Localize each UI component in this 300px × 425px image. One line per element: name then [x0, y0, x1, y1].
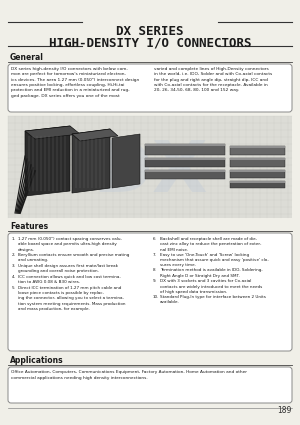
Bar	[230, 158, 285, 160]
Polygon shape	[112, 134, 140, 188]
Text: DX series high-density I/O connectors with below com-
mon are perfect for tomorr: DX series high-density I/O connectors wi…	[11, 67, 139, 98]
Text: 2.: 2.	[12, 252, 16, 257]
Bar	[230, 170, 285, 178]
Text: 5.: 5.	[12, 286, 16, 289]
Polygon shape	[25, 126, 80, 139]
Text: Direct ICC termination of 1.27 mm pitch cable and
loose piece contacts is possib: Direct ICC termination of 1.27 mm pitch …	[18, 286, 125, 311]
Text: Features: Features	[10, 222, 48, 231]
Text: 7.: 7.	[153, 252, 157, 257]
Text: Office Automation, Computers, Communications Equipment, Factory Automation, Home: Office Automation, Computers, Communicat…	[11, 370, 247, 380]
Text: Beryllium contacts ensure smooth and precise mating
and unmating.: Beryllium contacts ensure smooth and pre…	[18, 252, 129, 262]
Text: DX: DX	[92, 138, 208, 207]
Text: Unique shell design assures first mate/last break
grounding and overall noise pr: Unique shell design assures first mate/l…	[18, 264, 118, 273]
Bar	[8, 116, 292, 218]
Bar	[230, 181, 285, 188]
Text: DX with 3 sockets and 3 cavities for Co-axial
contacts are widely introduced to : DX with 3 sockets and 3 cavities for Co-…	[160, 279, 262, 294]
Text: 6.: 6.	[153, 237, 157, 241]
Text: 9.: 9.	[153, 279, 157, 283]
FancyBboxPatch shape	[8, 64, 292, 112]
Bar	[230, 158, 285, 167]
Text: 3.: 3.	[12, 264, 16, 268]
FancyBboxPatch shape	[8, 233, 292, 351]
Bar	[145, 144, 225, 155]
Text: Standard Plug-In type for interface between 2 Units
available.: Standard Plug-In type for interface betw…	[160, 295, 266, 304]
Polygon shape	[25, 126, 70, 196]
Text: HIGH-DENSITY I/O CONNECTORS: HIGH-DENSITY I/O CONNECTORS	[49, 37, 251, 49]
Text: 8.: 8.	[153, 268, 157, 272]
Text: Termination method is available in IDO, Soldering,
Right Angle D or Straight Dry: Termination method is available in IDO, …	[160, 268, 262, 278]
Polygon shape	[72, 129, 118, 141]
Text: 189: 189	[278, 406, 292, 415]
Text: 4.: 4.	[12, 275, 16, 279]
Bar	[145, 170, 225, 172]
Text: General: General	[10, 53, 44, 62]
Text: Easy to use 'One-Touch' and 'Screw' locking
mechanism that assure quick and easy: Easy to use 'One-Touch' and 'Screw' lock…	[160, 252, 269, 267]
Text: Applications: Applications	[10, 356, 64, 365]
Polygon shape	[72, 129, 110, 193]
FancyBboxPatch shape	[8, 367, 292, 403]
Text: 10.: 10.	[153, 295, 159, 299]
Bar	[230, 146, 285, 155]
Text: 1.27 mm (0.050") contact spacing conserves valu-
able board space and permits ul: 1.27 mm (0.050") contact spacing conserv…	[18, 237, 122, 252]
Text: ICC connection allows quick and low cost termina-
tion to AWG 0.08 & B30 wires.: ICC connection allows quick and low cost…	[18, 275, 121, 284]
Text: Backshell and receptacle shell are made of die-
cast zinc alloy to reduce the pe: Backshell and receptacle shell are made …	[160, 237, 261, 252]
Bar	[230, 146, 285, 148]
Bar	[145, 158, 225, 160]
Bar	[145, 144, 225, 146]
Bar	[145, 170, 225, 179]
Text: DX SERIES: DX SERIES	[116, 25, 184, 37]
Bar	[230, 181, 285, 183]
Bar	[145, 158, 225, 167]
Text: 1.: 1.	[12, 237, 16, 241]
Text: varied and complete lines of High-Density connectors
in the world, i.e. IDO, Sol: varied and complete lines of High-Densit…	[154, 67, 272, 92]
Bar	[230, 170, 285, 172]
